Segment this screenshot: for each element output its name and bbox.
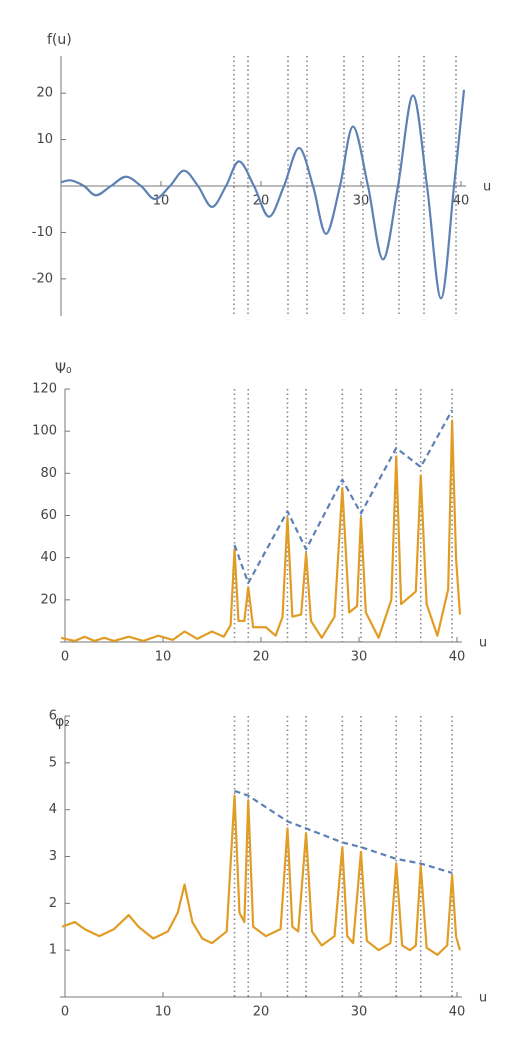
y-axis-label: φ₂ <box>55 714 70 730</box>
y-tick-label: 40 <box>40 550 57 565</box>
x-tick-label: 30 <box>351 650 368 665</box>
y-tick-label: 60 <box>40 508 57 523</box>
y-tick-label: 80 <box>40 466 57 481</box>
y-tick-label: 100 <box>32 424 57 439</box>
x-tick-label: 0 <box>61 650 69 665</box>
y-tick-label: 20 <box>36 86 53 101</box>
y-axis-label: Ψ₀ <box>55 361 72 377</box>
y-tick-label: 6 <box>49 709 57 724</box>
x-tick-label: 40 <box>453 194 470 209</box>
x-tick-label: 30 <box>351 1005 368 1020</box>
y-tick-label: 120 <box>32 382 57 397</box>
y-axis-label: f(u) <box>47 32 72 48</box>
y-tick-label: 1 <box>49 943 57 958</box>
data-line <box>233 409 454 585</box>
data-line <box>61 794 461 956</box>
x-tick-label: 20 <box>253 1005 270 1020</box>
y-tick-label: 3 <box>49 849 57 864</box>
data-line <box>234 789 453 874</box>
x-tick-label: 40 <box>449 650 466 665</box>
x-tick-label: 30 <box>353 194 370 209</box>
y-tick-label: 20 <box>40 592 57 607</box>
x-tick-label: 20 <box>253 650 270 665</box>
x-tick-label: 10 <box>155 1005 172 1020</box>
y-tick-label: 2 <box>49 896 57 911</box>
x-tick-label: 0 <box>61 1005 69 1020</box>
x-axis-label: u <box>483 180 491 195</box>
x-tick-label: 10 <box>155 650 172 665</box>
data-line <box>60 419 462 643</box>
y-tick-label: -10 <box>32 225 53 240</box>
y-tick-label: 5 <box>49 755 57 770</box>
x-axis-label: u <box>479 991 487 1006</box>
x-tick-label: 10 <box>153 194 170 209</box>
y-tick-label: -20 <box>32 271 53 286</box>
y-tick-label: 10 <box>36 132 53 147</box>
y-tick-label: 4 <box>49 802 57 817</box>
x-axis-label: u <box>479 636 487 651</box>
x-tick-label: 40 <box>449 1005 466 1020</box>
data-line <box>60 89 466 300</box>
